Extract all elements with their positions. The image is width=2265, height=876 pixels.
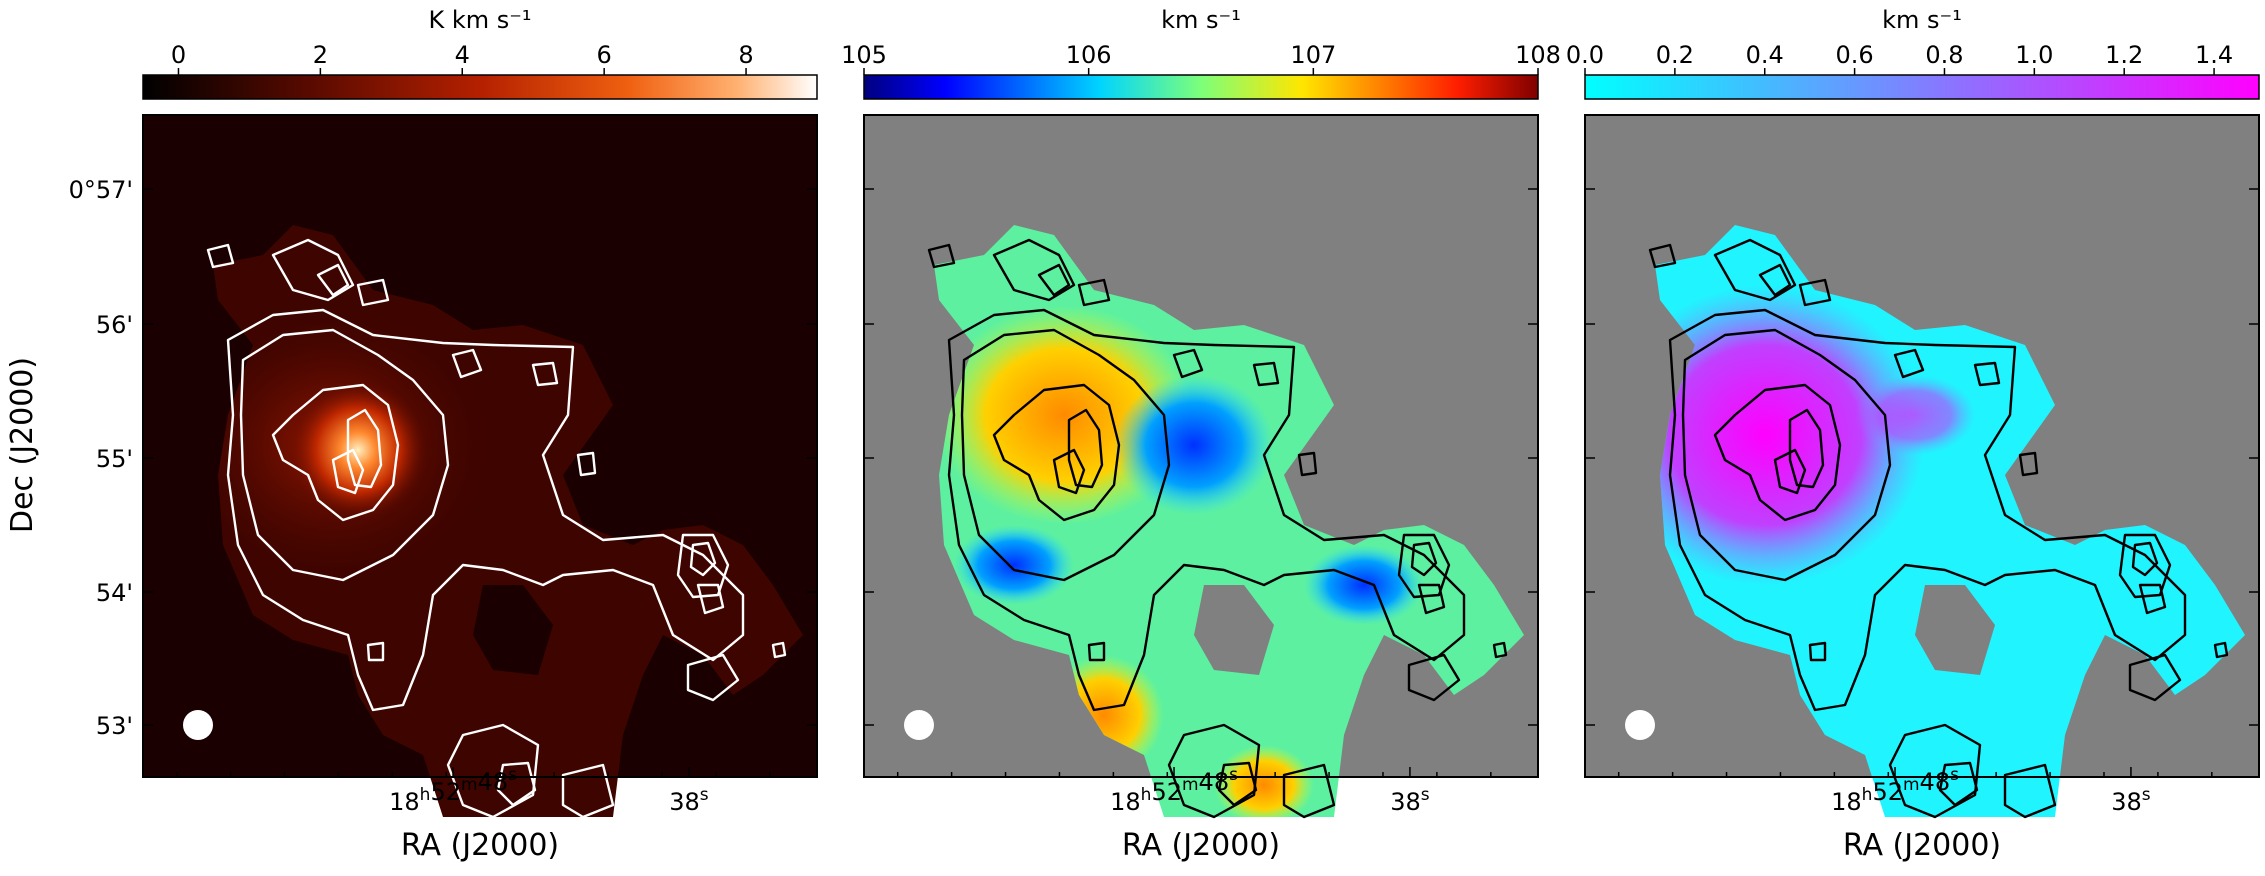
y-axis-label: Dec (J2000)	[5, 357, 40, 533]
x-axis-label: RA (J2000)	[1122, 828, 1280, 863]
y-tick-label: 55'	[96, 445, 133, 473]
colorbar-gradient	[864, 75, 1538, 99]
colorbar-tick-label: 1.0	[2015, 41, 2053, 69]
colorbar-frame	[1584, 74, 2260, 100]
colorbar-tick-label: 0.0	[1566, 41, 1604, 69]
y-tick-label: 0°57'	[69, 176, 133, 204]
panel-frame	[1584, 114, 2260, 778]
panel-frame	[863, 114, 1539, 778]
colorbar-frame	[142, 74, 818, 100]
colorbar-tick-label: 1.2	[2105, 41, 2143, 69]
beam-ellipse	[183, 710, 213, 740]
x-tick-label: 38s	[1390, 785, 1430, 816]
colorbar-tick-label: 0.6	[1836, 41, 1874, 69]
colorbar: 105 106 107 108 km s⁻¹	[841, 6, 1561, 100]
x-tick-value: 18	[1110, 788, 1141, 816]
x-tick-value: 48	[478, 768, 509, 796]
x-tick-label: 18h52m48s	[1831, 765, 1959, 816]
x-axis-label: RA (J2000)	[1843, 828, 2001, 863]
x-tick-value: 52	[430, 778, 461, 806]
colorbar-tick-label: 6	[597, 41, 612, 69]
colorbar: 0 2 4 6 8 K km s⁻¹	[142, 6, 818, 100]
x-tick-value: 38	[669, 788, 700, 816]
x-tick-value: 52	[1872, 778, 1903, 806]
x-tick-label: 18h52m48s	[1110, 765, 1238, 816]
beam-ellipse	[904, 710, 934, 740]
x-tick-label: 18h52m48s	[389, 765, 517, 816]
x-tick-value: 48	[1920, 768, 1951, 796]
x-tick-unit: s	[1421, 785, 1430, 805]
x-tick-unit: s	[1229, 765, 1238, 785]
x-tick-unit: h	[1141, 785, 1152, 805]
x-tick-value: 48	[1199, 768, 1230, 796]
colorbar: 0.0 0.2 0.4 0.6 0.8 1.0 1.2 1.4 km s⁻¹	[1566, 6, 2260, 100]
x-tick-unit: m	[1182, 775, 1199, 795]
map-image	[142, 114, 818, 819]
x-tick-unit: s	[2142, 785, 2151, 805]
colorbar-tick-label: 105	[841, 41, 887, 69]
panel-velocity-dispersion: 0.0 0.2 0.4 0.6 0.8 1.0 1.2 1.4km s⁻¹18h52m48s3…	[1566, 6, 2260, 863]
x-tick-label: 38s	[669, 785, 709, 816]
colorbar-tick-label: 106	[1066, 41, 1112, 69]
colorbar-tick-label: 1.4	[2195, 41, 2233, 69]
colorbar-tick-label: 107	[1290, 41, 1336, 69]
panel-integrated-intensity: 0 2 4 6 8K km s⁻¹0°57'56'55'54'53'18h52m48s3…	[69, 6, 818, 863]
map-image	[863, 114, 1539, 819]
colorbar-tick-label: 2	[313, 41, 328, 69]
x-tick-label: 38s	[2111, 785, 2151, 816]
x-tick-unit: m	[461, 775, 478, 795]
colorbar-tick-label: 0.2	[1656, 41, 1694, 69]
colorbar-label: km s⁻¹	[1882, 6, 1962, 34]
map-image	[1584, 114, 2260, 819]
x-tick-unit: s	[700, 785, 709, 805]
x-tick-value: 38	[2111, 788, 2142, 816]
colorbar-tick-label: 0	[171, 41, 186, 69]
colorbar-frame	[863, 74, 1539, 100]
x-tick-unit: h	[420, 785, 431, 805]
colorbar-tick-label: 0.8	[1925, 41, 1963, 69]
x-tick-value: 18	[389, 788, 420, 816]
x-tick-value: 38	[1390, 788, 1421, 816]
x-tick-unit: m	[1903, 775, 1920, 795]
x-tick-unit: s	[1950, 765, 1959, 785]
colorbar-tick-label: 0.4	[1746, 41, 1784, 69]
x-tick-unit: h	[1862, 785, 1873, 805]
x-tick-value: 52	[1151, 778, 1182, 806]
y-tick-label: 53'	[96, 712, 133, 740]
colorbar-gradient	[143, 75, 817, 99]
x-axis-label: RA (J2000)	[401, 828, 559, 863]
colorbar-label: km s⁻¹	[1161, 6, 1241, 34]
y-tick-label: 54'	[96, 579, 133, 607]
colorbar-tick-label: 8	[738, 41, 753, 69]
colorbar-tick-label: 4	[455, 41, 470, 69]
colorbar-tick-label: 108	[1515, 41, 1561, 69]
x-tick-unit: s	[508, 765, 517, 785]
panel-frame	[142, 114, 818, 778]
y-tick-label: 56'	[96, 311, 133, 339]
x-tick-value: 18	[1831, 788, 1862, 816]
beam-ellipse	[1625, 710, 1655, 740]
colorbar-label: K km s⁻¹	[428, 6, 531, 34]
colorbar-gradient	[1585, 75, 2259, 99]
